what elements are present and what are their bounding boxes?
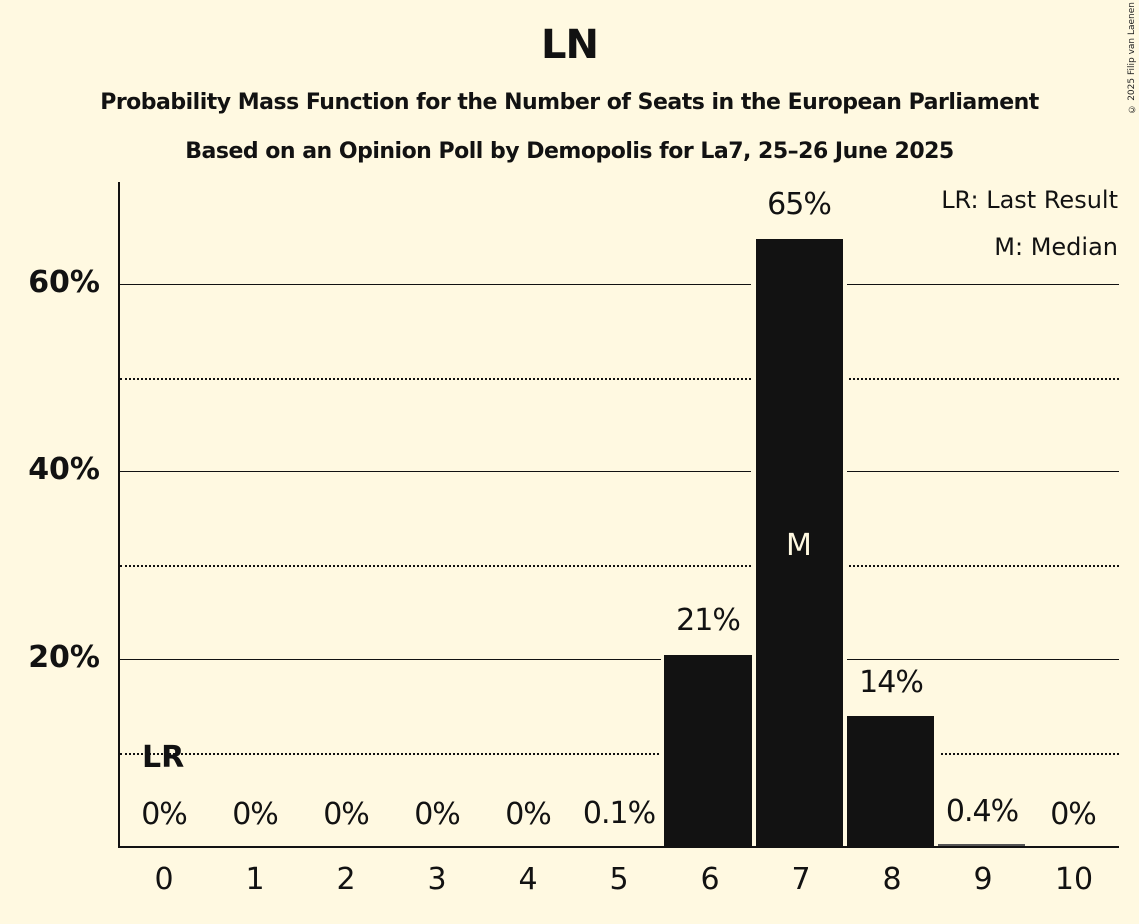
ytick-40: 40% bbox=[28, 452, 100, 487]
gridline-10 bbox=[120, 753, 1119, 755]
xtick-8: 8 bbox=[882, 862, 902, 897]
value-label-5: 0.1% bbox=[582, 796, 656, 831]
chart-subtitle: Probability Mass Function for the Number… bbox=[100, 90, 1039, 115]
legend-median: M: Median bbox=[994, 233, 1118, 261]
xtick-5: 5 bbox=[609, 862, 629, 897]
xtick-6: 6 bbox=[700, 862, 720, 897]
value-label-3: 0% bbox=[414, 797, 461, 832]
gridline-40 bbox=[120, 471, 1119, 472]
value-label-10: 0% bbox=[1050, 797, 1097, 832]
chart-title: LN bbox=[541, 22, 599, 68]
value-label-4: 0% bbox=[505, 797, 552, 832]
y-axis bbox=[118, 182, 120, 848]
value-label-9: 0.4% bbox=[945, 794, 1019, 829]
ytick-20: 20% bbox=[28, 640, 100, 675]
bar-6-seats bbox=[664, 655, 752, 847]
value-label-6: 21% bbox=[676, 603, 741, 638]
xtick-4: 4 bbox=[518, 862, 538, 897]
xtick-9: 9 bbox=[973, 862, 993, 897]
bar-8-seats bbox=[847, 716, 934, 847]
ytick-60: 60% bbox=[28, 265, 100, 300]
value-label-8: 14% bbox=[859, 665, 924, 700]
value-label-0: 0% bbox=[141, 797, 188, 832]
median-marker: M bbox=[786, 528, 812, 563]
xtick-7: 7 bbox=[791, 862, 811, 897]
xtick-1: 1 bbox=[245, 862, 265, 897]
value-label-2: 0% bbox=[323, 797, 370, 832]
chart-source: Based on an Opinion Poll by Demopolis fo… bbox=[185, 139, 954, 164]
x-axis bbox=[118, 846, 1119, 848]
value-label-1: 0% bbox=[232, 797, 279, 832]
gridline-60 bbox=[120, 284, 1119, 285]
legend-last-result: LR: Last Result bbox=[941, 186, 1118, 214]
bar-9-seats bbox=[938, 844, 1025, 847]
xtick-10: 10 bbox=[1054, 862, 1094, 897]
gridline-50 bbox=[120, 378, 1119, 380]
gridline-20 bbox=[120, 659, 1119, 660]
bar-7-seats bbox=[756, 239, 843, 847]
xtick-3: 3 bbox=[427, 862, 447, 897]
xtick-2: 2 bbox=[336, 862, 356, 897]
xtick-0: 0 bbox=[154, 862, 174, 897]
value-label-7: 65% bbox=[767, 187, 832, 222]
gridline-30 bbox=[120, 565, 1119, 567]
last-result-marker: LR bbox=[142, 740, 185, 775]
